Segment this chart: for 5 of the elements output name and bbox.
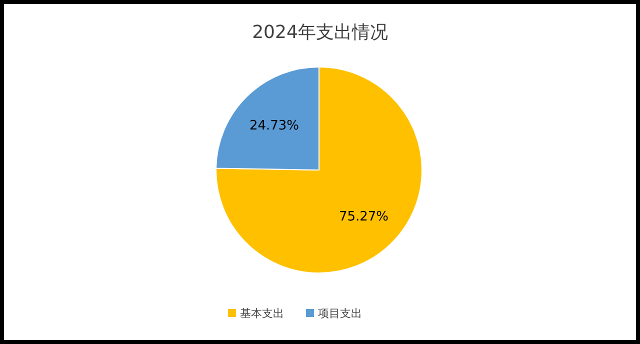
legend-label: 基本支出: [240, 307, 284, 320]
chart-title: 2024年支出情况: [252, 22, 388, 43]
data-label: 75.27%: [338, 210, 389, 225]
data-label: 24.73%: [249, 118, 300, 134]
legend-label: 项目支出: [318, 307, 362, 320]
